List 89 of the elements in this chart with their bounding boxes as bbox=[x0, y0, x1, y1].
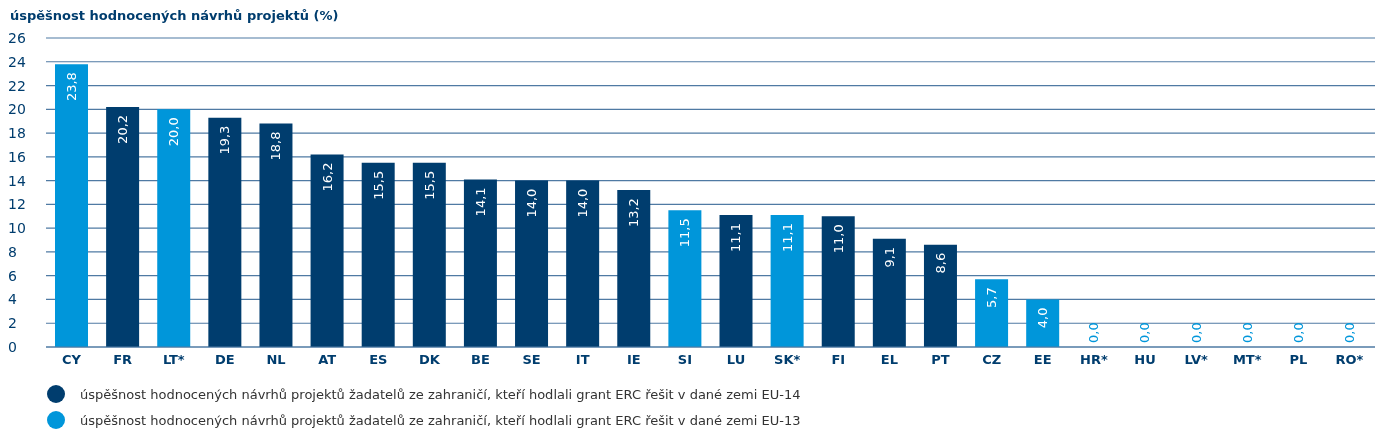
data-label: 15,5 bbox=[370, 170, 386, 200]
x-tick-label: PT bbox=[931, 352, 950, 368]
y-axis-title: úspěšnost hodnocených návrhů projektů (%) bbox=[10, 8, 339, 23]
x-tick-label: BE bbox=[471, 352, 490, 368]
bar bbox=[55, 64, 88, 347]
bar bbox=[463, 179, 497, 347]
data-label: 9,1 bbox=[881, 246, 897, 268]
data-label: 11,1 bbox=[728, 223, 744, 253]
bar bbox=[872, 238, 906, 347]
y-tick-label: 8 bbox=[8, 243, 17, 260]
x-tick-label: EE bbox=[1033, 352, 1052, 368]
data-label: 0,0 bbox=[1290, 322, 1306, 343]
y-tick-label: 16 bbox=[8, 148, 26, 165]
bar bbox=[310, 154, 344, 347]
x-tick-label: LT* bbox=[162, 352, 185, 368]
x-tick-label: MT* bbox=[1232, 352, 1262, 368]
y-tick-label: 14 bbox=[8, 172, 26, 189]
bar bbox=[923, 244, 957, 347]
y-tick-label: 2 bbox=[8, 315, 17, 332]
x-tick-label: SK* bbox=[774, 352, 801, 368]
data-label: 4,0 bbox=[1035, 307, 1051, 329]
bar bbox=[208, 117, 242, 347]
data-label: 11,0 bbox=[830, 224, 846, 254]
y-tick-label: 0 bbox=[8, 338, 17, 355]
data-label: 16,2 bbox=[319, 162, 335, 192]
bar bbox=[515, 180, 549, 347]
data-label: 0,0 bbox=[1086, 322, 1102, 343]
x-tick-label: AT bbox=[318, 352, 337, 368]
x-tick-label: IT bbox=[575, 352, 590, 368]
bar bbox=[719, 215, 753, 347]
y-tick-label: 10 bbox=[8, 220, 26, 237]
bar bbox=[361, 162, 395, 347]
y-tick-label: 24 bbox=[8, 53, 26, 70]
y-tick-label: 12 bbox=[8, 196, 26, 213]
x-tick-label: DK bbox=[418, 352, 441, 368]
x-tick-label: FR bbox=[113, 352, 133, 368]
x-tick-label: NL bbox=[266, 352, 286, 368]
data-label: 11,1 bbox=[779, 223, 795, 253]
bar bbox=[259, 123, 293, 347]
x-tick-label: PL bbox=[1289, 352, 1308, 368]
x-tick-label: ES bbox=[369, 352, 388, 368]
data-label: 15,5 bbox=[421, 170, 437, 200]
x-tick-label: CY bbox=[62, 352, 82, 368]
bar bbox=[821, 216, 855, 347]
data-label: 20,2 bbox=[115, 114, 131, 144]
x-tick-label: CZ bbox=[982, 352, 1002, 368]
data-label: 14,1 bbox=[472, 187, 488, 217]
data-label: 0,0 bbox=[1188, 322, 1204, 343]
y-tick-label: 4 bbox=[8, 291, 17, 308]
x-tick-label: LU bbox=[726, 352, 746, 368]
data-label: 13,2 bbox=[626, 198, 642, 228]
x-tick-label: SI bbox=[677, 352, 693, 368]
bar bbox=[617, 190, 651, 347]
y-tick-label: 22 bbox=[8, 77, 26, 94]
data-label: 14,0 bbox=[524, 188, 540, 218]
y-tick-label: 26 bbox=[8, 29, 26, 46]
x-tick-label: EL bbox=[880, 352, 898, 368]
legend-label: úspěšnost hodnocených návrhů projektů žadatelů ze zahraničí, kteří hodlali grant ERC řešit v dané zemi EU-14 bbox=[80, 386, 801, 402]
data-label: 18,8 bbox=[268, 131, 284, 161]
bar bbox=[412, 162, 446, 347]
data-label: 14,0 bbox=[575, 188, 591, 218]
x-tick-label: RO* bbox=[1335, 352, 1364, 368]
x-tick-label: LV* bbox=[1184, 352, 1208, 368]
legend-label: úspěšnost hodnocených návrhů projektů žadatelů ze zahraničí, kteří hodlali grant ERC řešit v dané zemi EU-13 bbox=[80, 412, 801, 428]
bar bbox=[975, 279, 1009, 347]
data-label: 0,0 bbox=[1137, 322, 1153, 343]
data-label: 11,5 bbox=[677, 218, 693, 248]
x-tick-label: IE bbox=[626, 352, 641, 368]
x-tick-label: HU bbox=[1134, 352, 1156, 368]
data-label: 20,0 bbox=[166, 117, 182, 147]
bar bbox=[1026, 299, 1060, 347]
bar bbox=[770, 215, 804, 347]
data-label: 8,6 bbox=[932, 252, 948, 274]
bar bbox=[668, 210, 702, 347]
x-tick-label: FI bbox=[831, 352, 846, 368]
bar bbox=[106, 106, 140, 347]
x-tick-label: DE bbox=[215, 352, 235, 368]
x-tick-label: SE bbox=[522, 352, 541, 368]
data-label: 19,3 bbox=[217, 125, 233, 155]
x-tick-label: HR* bbox=[1080, 352, 1108, 368]
y-tick-label: 20 bbox=[8, 101, 26, 118]
data-label: 0,0 bbox=[1239, 322, 1255, 343]
y-tick-label: 6 bbox=[8, 267, 17, 284]
bar bbox=[157, 109, 191, 347]
data-label: 23,8 bbox=[64, 72, 79, 102]
data-label: 0,0 bbox=[1341, 322, 1357, 343]
data-label: 5,7 bbox=[984, 287, 1000, 308]
y-tick-label: 18 bbox=[8, 125, 26, 142]
bar bbox=[566, 180, 600, 347]
